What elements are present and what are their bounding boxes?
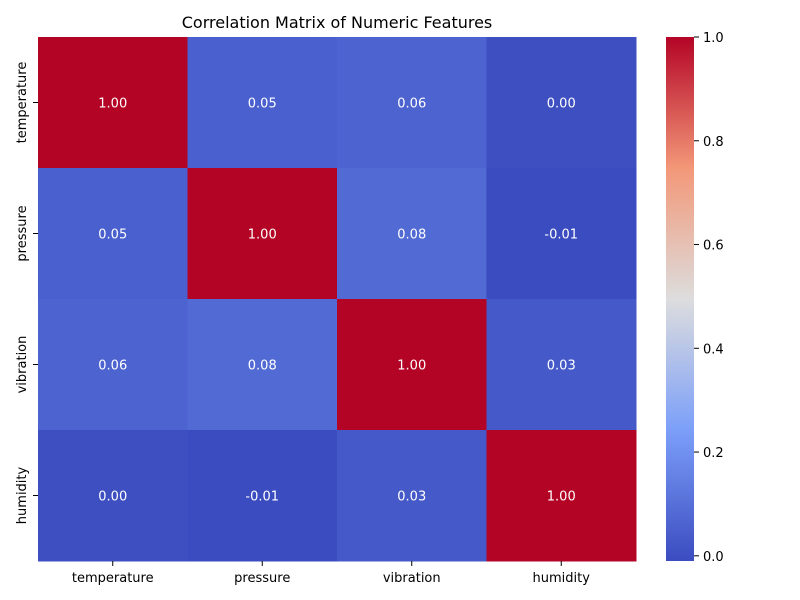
cell-label-pressure-pressure: 1.00	[248, 228, 277, 243]
x-axis: temperature pressure vibration humidity	[72, 561, 590, 586]
heatmap-cell-vibration-temperature	[38, 299, 188, 431]
heatmap-cell-pressure-pressure	[187, 168, 338, 300]
heatmap-cells	[38, 37, 637, 562]
cell-label-temperature-vibration: 0.06	[397, 97, 426, 112]
cell-label-humidity-pressure: -0.01	[245, 490, 279, 505]
heatmap-cell-vibration-pressure	[187, 299, 338, 431]
heatmap-cell-humidity-humidity	[486, 430, 637, 562]
heatmap-cell-pressure-temperature	[38, 168, 188, 300]
cell-label-vibration-humidity: 0.03	[547, 359, 576, 374]
cell-label-temperature-humidity: 0.00	[547, 97, 576, 112]
heatmap-cell-temperature-pressure	[187, 37, 338, 169]
colorbar-tick-label: 0.4	[703, 342, 724, 357]
colorbar-tick-label: 1.0	[703, 31, 724, 46]
cell-label-humidity-vibration: 0.03	[397, 490, 426, 505]
cell-label-humidity-temperature: 0.00	[98, 490, 127, 505]
cell-label-temperature-pressure: 0.05	[248, 97, 277, 112]
y-axis: temperature pressure vibration humidity	[15, 62, 38, 524]
x-tick-label-pressure: pressure	[234, 571, 290, 586]
cell-label-temperature-temperature: 1.00	[98, 97, 127, 112]
colorbar: 0.0 0.2 0.4 0.6 0.8 1.0	[666, 31, 724, 565]
heatmap-cell-vibration-vibration	[337, 299, 487, 431]
y-tick-label-temperature: temperature	[15, 62, 30, 144]
colorbar-tick-label: 0.8	[703, 135, 724, 150]
cell-label-vibration-temperature: 0.06	[98, 359, 127, 374]
heatmap-cell-temperature-vibration	[337, 37, 487, 169]
cell-label-pressure-humidity: -0.01	[544, 228, 578, 243]
y-tick-label-pressure: pressure	[15, 205, 30, 261]
cell-label-pressure-temperature: 0.05	[98, 228, 127, 243]
cell-label-pressure-vibration: 0.08	[397, 228, 426, 243]
y-tick-label-humidity: humidity	[15, 466, 30, 524]
cell-value-labels: 1.00 0.05 0.06 0.00 0.05 1.00 0.08 -0.01 0.06 0.0…	[98, 97, 578, 505]
heatmap-cell-pressure-humidity	[486, 168, 637, 300]
heatmap-cell-temperature-temperature	[38, 37, 188, 169]
cell-label-humidity-humidity: 1.00	[547, 490, 576, 505]
cell-label-vibration-vibration: 1.00	[397, 359, 426, 374]
colorbar-tick-label: 0.6	[703, 239, 724, 254]
heatmap-cell-vibration-humidity	[486, 299, 637, 431]
heatmap-cell-humidity-vibration	[337, 430, 487, 562]
heatmap-cell-pressure-vibration	[337, 168, 487, 300]
x-tick-label-humidity: humidity	[533, 571, 591, 586]
y-tick-label-vibration: vibration	[15, 336, 30, 394]
colorbar-gradient	[666, 37, 694, 561]
colorbar-tick-label: 0.0	[703, 550, 724, 565]
heatmap-cell-humidity-temperature	[38, 430, 188, 562]
x-tick-label-temperature: temperature	[72, 571, 154, 586]
cell-label-vibration-pressure: 0.08	[248, 359, 277, 374]
x-tick-label-vibration: vibration	[383, 571, 441, 586]
chart-title: Correlation Matrix of Numeric Features	[182, 13, 493, 32]
heatmap-cell-humidity-pressure	[187, 430, 338, 562]
heatmap-cell-temperature-humidity	[486, 37, 637, 169]
colorbar-tick-label: 0.2	[703, 446, 724, 461]
